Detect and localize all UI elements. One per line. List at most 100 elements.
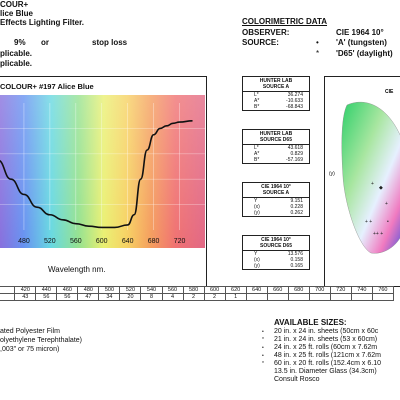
x-tick-label: 640 <box>122 238 134 245</box>
wavelength-cell: 660 <box>266 286 289 294</box>
spectrum-sheen <box>0 95 205 248</box>
product-line: COUR+ <box>0 0 29 9</box>
applicable-line-2: plicable. <box>0 59 33 68</box>
chart-grid <box>0 103 205 230</box>
transmission-cell: 2 <box>203 293 226 301</box>
source-a-value: 'A' (tungsten) <box>336 38 387 47</box>
box-subtitle: SOURCE A <box>262 190 290 196</box>
wavelength-cell: 500 <box>98 286 121 294</box>
row-value: -68.843 <box>286 104 303 110</box>
size-item: 48 in. x 25 ft. rolls (121cm x 7.62m <box>274 352 381 359</box>
wavelength-cell: 540 <box>140 286 163 294</box>
row-key: (x) <box>254 257 260 263</box>
size-item: 20 in. x 24 in. sheets (50cm x 60c <box>274 328 379 335</box>
transmission-cell <box>287 293 310 301</box>
wavelength-cell: 740 <box>350 286 373 294</box>
row-key: B* <box>254 104 260 110</box>
row-value: -10.633 <box>286 98 303 104</box>
size-item: 13.5 in. Diameter Glass (34.3cm) <box>274 368 377 375</box>
light-loss-or: or <box>41 38 49 47</box>
wavelength-cell: 440 <box>35 286 58 294</box>
filter-name: lice Blue <box>0 9 33 18</box>
wavelength-cell: 640 <box>245 286 268 294</box>
row-key: L* <box>254 145 259 151</box>
chart-title: COLOUR+ #197 Alice Blue <box>0 82 94 91</box>
row-value: 0.829 <box>290 151 303 157</box>
light-loss-percent: 9% <box>14 38 26 47</box>
x-tick-label: 560 <box>70 238 82 245</box>
size-item: Consult Rosco <box>274 376 320 383</box>
series-line <box>0 119 193 229</box>
row-key: (x) <box>254 204 260 210</box>
x-tick-label: 680 <box>148 238 160 245</box>
transmission-cell <box>371 293 395 301</box>
size-item: 60 in. x 20 ft. rolls (152.4cm x 6.10 <box>274 360 381 367</box>
cie-marker: ◆ <box>379 185 383 191</box>
row-key: (y) <box>254 210 260 216</box>
transmission-cell: 34 <box>98 293 121 301</box>
transmission-cell <box>245 293 268 301</box>
hunter-lab-source-a-box: HUNTER LAB SOURCE A L* 36.274 A* -10.633 B*… <box>242 76 310 111</box>
row-key: B* <box>254 157 260 163</box>
x-tick-label: 600 <box>96 238 108 245</box>
source-d65-value: 'D65' (daylight) <box>336 49 393 58</box>
transmission-cell <box>266 293 289 301</box>
row-key: (y) <box>254 263 260 269</box>
wavelength-cell: 460 <box>56 286 79 294</box>
row-value: 36.274 <box>287 92 303 98</box>
applicable-line-1: plicable. <box>0 49 33 58</box>
material-line-1: ated Polyester Film <box>0 328 60 335</box>
transmission-cell: 47 <box>77 293 100 301</box>
wavelength-cell: 600 <box>203 286 226 294</box>
row-key: Y <box>254 198 258 204</box>
wavelength-cell: 560 <box>161 286 184 294</box>
cie-marker: + <box>385 201 388 207</box>
cie-marker: ++ + <box>373 231 383 237</box>
cie-source-a-box: CIE 1964 10° SOURCE A Y 9.151 (x) 0.228 (y)… <box>242 182 310 217</box>
wavelength-cell: 580 <box>182 286 205 294</box>
source-bullet-a: • <box>316 38 319 47</box>
source-label: SOURCE: <box>242 38 279 47</box>
transmission-row: 43 56 56 47 34 20 8 4 2 2 1 <box>0 293 395 301</box>
wavelength-cell <box>0 286 16 294</box>
row-key: L* <box>254 92 259 98</box>
transmission-table: 420 440 460 480 500 520 540 560 580 600 620 640 660 6… <box>0 286 395 301</box>
observer-label: OBSERVER: <box>242 28 290 37</box>
wavelength-row: 420 440 460 480 500 520 540 560 580 600 620 640 660 6… <box>0 286 395 294</box>
wavelength-cell: 520 <box>119 286 142 294</box>
material-line-3: ,003" or 75 micron) <box>0 346 60 353</box>
wavelength-cell: 620 <box>224 286 247 294</box>
row-key: A* <box>254 151 260 157</box>
transmission-cell: 56 <box>56 293 79 301</box>
transmission-cell <box>0 293 16 301</box>
box-title: CIE 1964 10° <box>261 237 291 243</box>
cie-marker: + <box>371 181 374 187</box>
spectral-chart: 480 520 560 600 640 680 720 <box>0 95 205 248</box>
x-axis-label: Wavelength nm. <box>48 265 106 274</box>
wavelength-cell: 700 <box>308 286 331 294</box>
row-value: 0.262 <box>290 210 303 216</box>
row-value: 43.618 <box>287 145 303 151</box>
cie-chromaticity-diagram: CIE (y) + ◆ + + + ++ + • <box>329 89 400 254</box>
row-value: -57.169 <box>286 157 303 163</box>
transmission-curve <box>0 119 193 229</box>
row-value: 0.228 <box>290 204 303 210</box>
filter-description: Effects Lighting Filter. <box>0 18 85 27</box>
size-marker-icon: • <box>262 345 264 351</box>
stop-loss-label: stop loss <box>92 38 128 47</box>
cie-marker: + + <box>365 219 372 225</box>
x-tick-label: 720 <box>174 238 186 245</box>
size-marker-icon: • <box>262 329 264 335</box>
box-subtitle: SOURCE D65 <box>260 137 292 143</box>
transmission-cell: 43 <box>14 293 37 301</box>
transmission-cell: 8 <box>140 293 163 301</box>
transmission-cell: 4 <box>161 293 184 301</box>
cie-markers: + ◆ + + + ++ + • <box>365 181 389 237</box>
transmission-cell <box>329 293 352 301</box>
transmission-cell: 1 <box>224 293 247 301</box>
box-title: CIE 1964 10° <box>261 184 291 190</box>
cie-y-label: (y) <box>329 171 335 177</box>
source-bullet-d65: * <box>316 49 320 58</box>
transmission-cell: 2 <box>182 293 205 301</box>
sizes-title: AVAILABLE SIZES: <box>274 318 347 327</box>
